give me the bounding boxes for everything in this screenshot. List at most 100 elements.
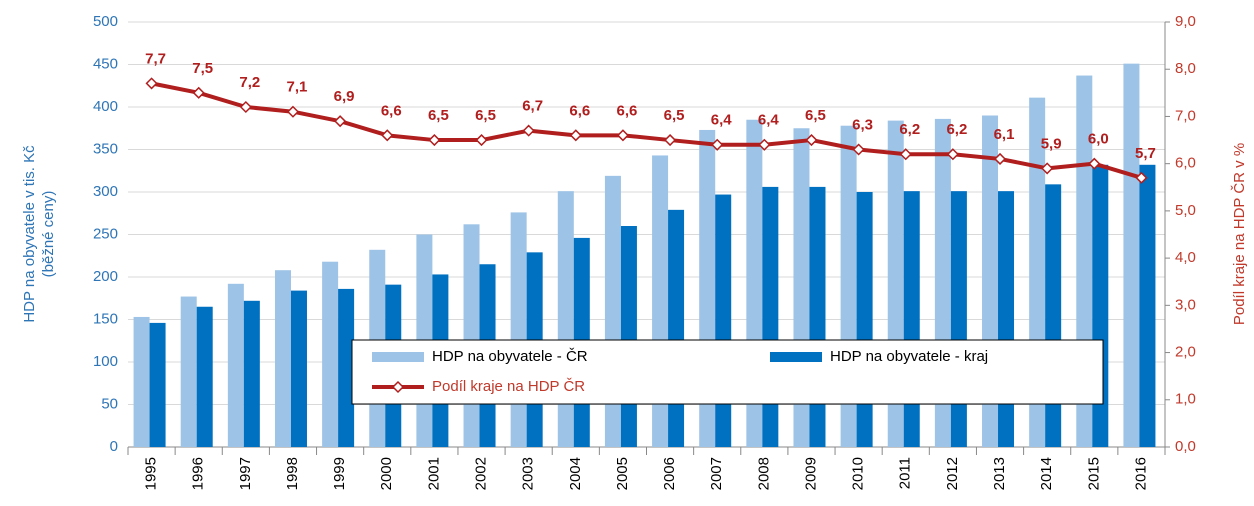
marker (946, 148, 959, 161)
bar (180, 296, 197, 447)
line (151, 81, 1143, 180)
bar (856, 192, 873, 447)
y2-tick-label: 8,0 (1175, 60, 1196, 77)
y-tick-label: 350 (93, 140, 118, 157)
bar (227, 283, 244, 447)
x-tick-label: 2015 (1085, 457, 1102, 490)
x-tick-label: 1998 (284, 457, 301, 490)
y2-axis-label: Podíl kraje na HDP ČR v % (1231, 143, 1248, 325)
x-tick-label: 2007 (708, 457, 725, 490)
marker (664, 133, 677, 147)
x-tick-label: 2013 (991, 457, 1008, 490)
value-label: 6,9 (334, 88, 355, 105)
x-tick-label: 2006 (661, 457, 678, 490)
y2-tick-label: 5,0 (1175, 202, 1196, 219)
x-tick-label: 2000 (378, 457, 395, 490)
bar (1045, 184, 1062, 447)
legend-label: HDP na obyvatele - ČR (432, 348, 588, 365)
marker (428, 133, 441, 147)
y-tick-label: 100 (93, 353, 118, 370)
x-tick-label: 2005 (614, 457, 631, 490)
bar (715, 194, 732, 447)
x-tick-label: 2016 (1132, 457, 1149, 490)
marker (1088, 157, 1101, 170)
marker (145, 77, 158, 90)
x-tick-label: 2014 (1038, 457, 1055, 490)
y2-tick-label: 7,0 (1175, 107, 1196, 124)
bar (809, 186, 826, 447)
left-axis-title: HDP na obyvatele v tis. Kč (běžné ceny) (21, 145, 57, 323)
value-label: 6,5 (475, 107, 496, 124)
bar (274, 270, 291, 447)
legend: HDP na obyvatele - ČR HDP na obyvatele - … (351, 339, 1104, 405)
bar (762, 186, 779, 447)
marker (711, 138, 724, 151)
legend-marker (391, 380, 405, 394)
x-tick-label: 1999 (331, 457, 348, 490)
bar (620, 226, 637, 447)
x-tick-label: 2008 (755, 457, 772, 490)
bar (322, 261, 339, 447)
x-tick-label: 2004 (567, 457, 584, 490)
y-axis-label: HDP na obyvatele v tis. Kč (21, 145, 38, 323)
marker (286, 105, 300, 118)
bar (133, 316, 150, 447)
marker (1135, 171, 1148, 184)
bar (463, 224, 480, 447)
x-tick-label: 2002 (472, 457, 489, 490)
marker (192, 86, 205, 99)
marker (381, 129, 394, 142)
value-label: 6,5 (428, 107, 449, 124)
bar (668, 209, 685, 447)
bar (998, 191, 1015, 447)
marker (852, 143, 865, 156)
y-tick-label: 500 (93, 13, 118, 30)
y-tick-label: 50 (101, 395, 118, 412)
value-label: 6,2 (899, 121, 920, 138)
y-tick-label: 300 (93, 183, 118, 200)
value-label: 5,7 (1135, 145, 1156, 162)
value-label: 6,5 (664, 107, 685, 124)
marker (758, 138, 771, 151)
marker (616, 129, 629, 142)
bar (903, 191, 920, 447)
bar (149, 322, 166, 447)
x-tick-label: 1995 (143, 457, 160, 490)
y2-tick-label: 2,0 (1175, 344, 1196, 361)
x-tick-label: 1996 (190, 457, 207, 490)
y2-tick-label: 4,0 (1175, 249, 1196, 266)
value-label: 6,4 (711, 112, 733, 129)
x-tick-label: 1997 (237, 457, 254, 490)
value-label: 6,2 (946, 121, 967, 138)
bar (290, 290, 307, 447)
x-tick-label: 2003 (520, 457, 537, 490)
marker (522, 124, 535, 137)
bar (1092, 164, 1109, 448)
y2-tick-label: 1,0 (1175, 391, 1196, 408)
y2-tick-label: 3,0 (1175, 296, 1196, 313)
value-label: 6,4 (758, 112, 780, 129)
legend-label: HDP na obyvatele - kraj (830, 348, 988, 365)
marker (805, 133, 818, 147)
x-tick-label: 2001 (425, 457, 442, 490)
value-label: 7,2 (239, 74, 260, 91)
value-label: 6,7 (522, 98, 543, 115)
value-label: 7,1 (287, 79, 308, 96)
y2-tick-label: 0,0 (1175, 438, 1196, 455)
x-tick-label: 2009 (802, 457, 819, 490)
bar (950, 191, 967, 447)
value-label: 6,5 (805, 107, 826, 124)
value-label: 6,0 (1088, 131, 1109, 148)
y-tick-label: 250 (93, 225, 118, 242)
marker (475, 133, 488, 147)
y2-tick-label: 6,0 (1175, 155, 1196, 172)
value-label: 6,1 (994, 126, 1015, 143)
value-label: 6,6 (617, 102, 638, 119)
value-label: 5,9 (1041, 135, 1062, 152)
y-tick-label: 0 (110, 438, 118, 455)
y-tick-label: 400 (93, 98, 118, 115)
bar (196, 306, 213, 447)
legend-swatch (770, 352, 822, 362)
bar (604, 175, 621, 447)
